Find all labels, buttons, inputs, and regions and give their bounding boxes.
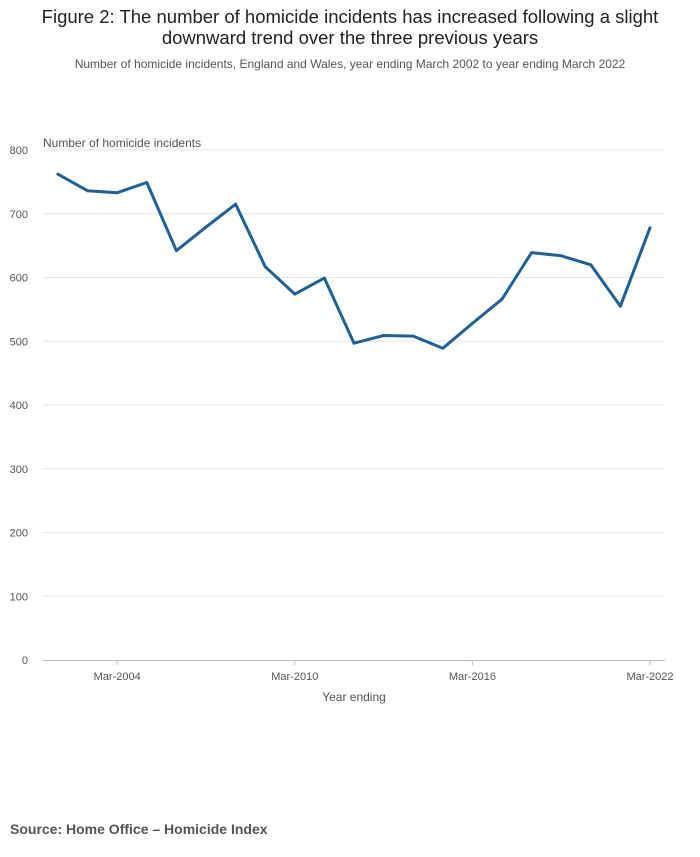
data-point[interactable] bbox=[589, 263, 593, 267]
gridlines bbox=[43, 149, 665, 597]
data-point[interactable] bbox=[263, 265, 267, 269]
y-tick-label: 400 bbox=[10, 400, 28, 412]
data-point[interactable] bbox=[500, 297, 504, 301]
data-point[interactable] bbox=[86, 189, 89, 193]
data-point[interactable] bbox=[411, 334, 415, 338]
series-line bbox=[56, 172, 652, 350]
y-tick-label: 0 bbox=[22, 655, 28, 667]
data-point[interactable] bbox=[471, 322, 474, 325]
data-point[interactable] bbox=[559, 254, 563, 258]
x-tick-label: Mar-2016 bbox=[449, 671, 496, 683]
data-point[interactable] bbox=[204, 225, 208, 229]
data-point[interactable] bbox=[175, 249, 178, 253]
source-note: Source: Home Office – Homicide Index bbox=[10, 821, 268, 837]
y-tick-label: 600 bbox=[10, 273, 28, 285]
x-tick-label: Mar-2004 bbox=[94, 671, 141, 683]
x-tick-label: Mar-2010 bbox=[271, 671, 318, 683]
data-point[interactable] bbox=[619, 304, 622, 308]
data-point[interactable] bbox=[145, 181, 149, 184]
y-tick-label: 500 bbox=[10, 336, 28, 348]
chart-subtitle: Number of homicide incidents, England an… bbox=[74, 57, 626, 71]
y-axis-ticks: 0 100 200 300 400 500 600 700 800 bbox=[10, 145, 28, 667]
y-tick-label: 700 bbox=[10, 209, 28, 221]
data-point[interactable] bbox=[382, 334, 385, 337]
data-point[interactable] bbox=[115, 191, 119, 195]
y-tick-label: 100 bbox=[10, 591, 28, 603]
y-tick-label: 800 bbox=[10, 145, 28, 157]
y-axis-title: Number of homicide incidents bbox=[43, 136, 201, 150]
x-axis-ticks: Mar-2004 Mar-2010 Mar-2016 Mar-2022 bbox=[94, 660, 674, 683]
y-tick-label: 200 bbox=[10, 528, 28, 540]
data-point[interactable] bbox=[56, 172, 60, 176]
data-point[interactable] bbox=[293, 292, 297, 296]
data-point[interactable] bbox=[323, 276, 326, 280]
chart-title: Figure 2: The number of homicide inciden… bbox=[41, 6, 659, 48]
data-point[interactable] bbox=[441, 346, 445, 350]
data-point[interactable] bbox=[352, 341, 356, 345]
data-point[interactable] bbox=[530, 251, 533, 255]
x-tick-label: Mar-2022 bbox=[626, 671, 673, 683]
x-axis-title: Year ending bbox=[322, 690, 386, 704]
data-point[interactable] bbox=[234, 202, 238, 206]
series-group bbox=[56, 172, 652, 350]
data-point[interactable] bbox=[648, 226, 652, 230]
y-tick-label: 300 bbox=[10, 464, 28, 476]
